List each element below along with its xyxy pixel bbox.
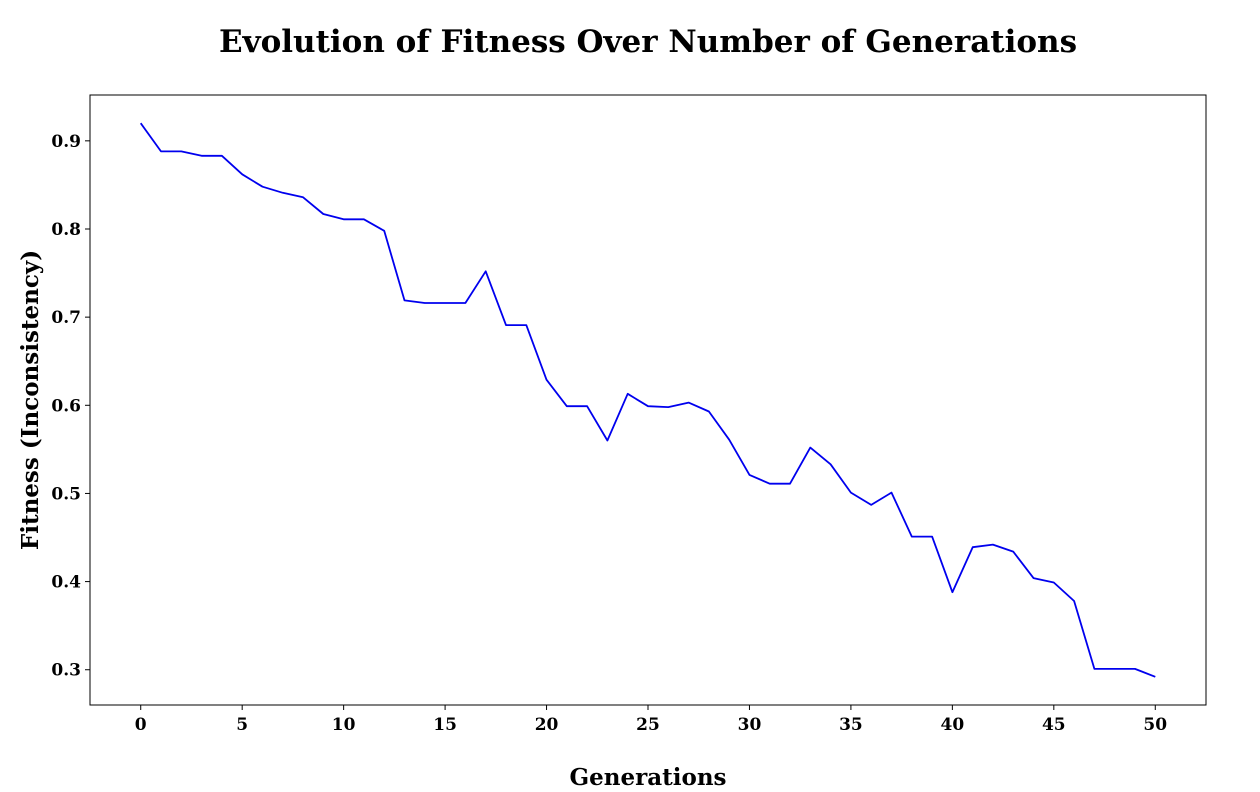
y-axis-label: Fitness (Inconsistency)	[17, 250, 44, 550]
x-tick-label: 25	[636, 715, 660, 735]
plot-frame	[89, 94, 1207, 706]
x-tick-label: 40	[941, 715, 965, 735]
x-tick-label: 50	[1143, 715, 1167, 735]
y-tick-label: 0.7	[51, 308, 81, 328]
y-tick-label: 0.8	[51, 220, 81, 240]
y-tick-label: 0.9	[51, 132, 81, 152]
fitness-series-line	[139, 122, 1156, 678]
chart-title: Evolution of Fitness Over Number of Gene…	[219, 24, 1077, 60]
x-tick-label: 15	[433, 715, 457, 735]
plot-area	[139, 122, 1156, 678]
x-tick-label: 45	[1042, 715, 1066, 735]
y-tick-label: 0.5	[51, 484, 81, 504]
x-tick-label: 0	[135, 715, 147, 735]
y-tick-label: 0.6	[51, 396, 81, 416]
x-axis: 0 5 10 15 20 25 30 35 40 45 50	[135, 705, 1167, 735]
x-axis-label: Generations	[569, 764, 726, 791]
x-tick-label: 10	[332, 715, 356, 735]
y-tick-label: 0.3	[51, 661, 81, 681]
y-axis: 0.3 0.4 0.5 0.6 0.7 0.8 0.9	[51, 132, 90, 681]
x-tick-label: 30	[738, 715, 762, 735]
y-tick-label: 0.4	[51, 573, 81, 593]
x-tick-label: 35	[839, 715, 863, 735]
x-tick-label: 20	[535, 715, 559, 735]
x-tick-label: 5	[236, 715, 248, 735]
